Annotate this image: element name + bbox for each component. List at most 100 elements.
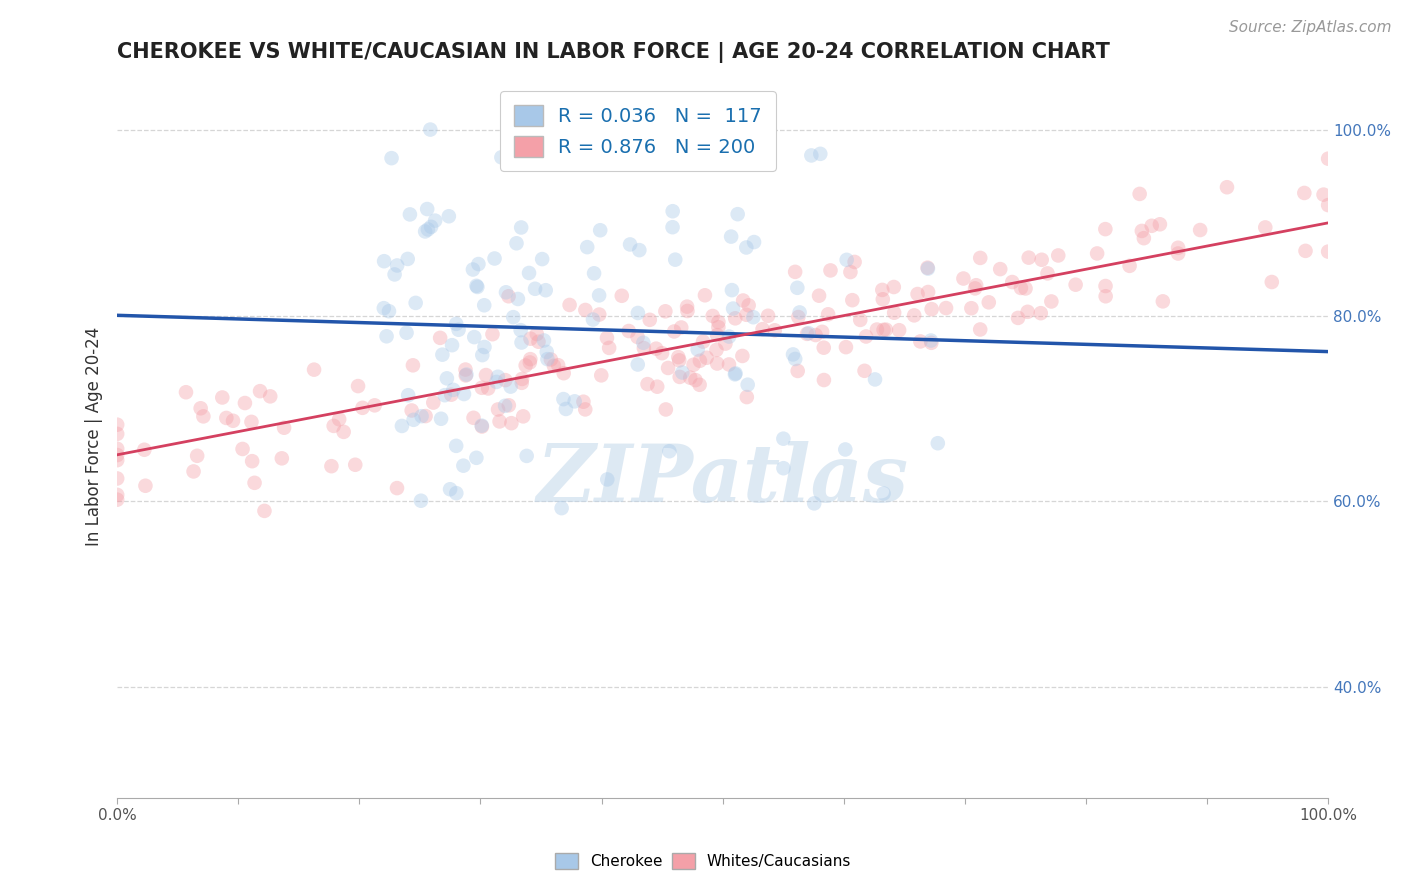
Point: [921, 302, 943, 317]
Point: [1317, 198, 1340, 212]
Point: [437, 209, 460, 223]
Point: [668, 353, 690, 368]
Point: [1040, 294, 1063, 309]
Point: [105, 488, 128, 502]
Point: [420, 219, 443, 234]
Point: [249, 384, 271, 399]
Point: [1010, 281, 1032, 295]
Point: [240, 415, 263, 429]
Point: [186, 449, 208, 463]
Point: [628, 243, 651, 257]
Point: [724, 311, 747, 326]
Point: [661, 220, 683, 235]
Point: [785, 351, 807, 366]
Point: [454, 362, 477, 376]
Point: [1295, 244, 1317, 258]
Point: [440, 387, 463, 401]
Point: [399, 207, 422, 221]
Point: [714, 336, 737, 351]
Point: [1149, 217, 1171, 231]
Point: [679, 370, 702, 384]
Point: [657, 361, 679, 376]
Point: [352, 401, 374, 415]
Point: [411, 409, 433, 424]
Point: [835, 340, 858, 354]
Point: [834, 442, 856, 457]
Point: [405, 296, 427, 310]
Point: [495, 285, 517, 300]
Point: [553, 392, 575, 406]
Point: [977, 295, 1000, 310]
Point: [401, 403, 423, 417]
Point: [498, 398, 520, 412]
Point: [543, 359, 565, 373]
Point: [509, 323, 531, 337]
Point: [253, 504, 276, 518]
Point: [910, 334, 932, 349]
Point: [347, 379, 370, 393]
Point: [471, 381, 494, 395]
Point: [461, 262, 484, 277]
Point: [1129, 186, 1152, 201]
Point: [763, 323, 786, 337]
Point: [1094, 279, 1116, 293]
Point: [1152, 294, 1174, 309]
Point: [430, 411, 453, 425]
Point: [105, 453, 128, 467]
Point: [664, 325, 686, 339]
Point: [572, 394, 595, 409]
Point: [332, 425, 354, 439]
Point: [471, 348, 494, 362]
Point: [682, 358, 704, 372]
Point: [193, 409, 215, 424]
Point: [1130, 224, 1153, 238]
Point: [960, 301, 983, 316]
Point: [502, 310, 524, 325]
Point: [456, 368, 478, 382]
Point: [484, 252, 506, 266]
Point: [416, 202, 439, 216]
Point: [835, 252, 858, 267]
Point: [395, 326, 418, 340]
Point: [519, 352, 541, 367]
Point: [839, 265, 862, 279]
Point: [447, 323, 470, 337]
Point: [965, 278, 987, 293]
Point: [786, 364, 808, 378]
Point: [1133, 231, 1156, 245]
Point: [785, 265, 807, 279]
Point: [598, 341, 620, 355]
Point: [321, 459, 343, 474]
Point: [692, 334, 714, 349]
Point: [627, 306, 650, 320]
Point: [190, 401, 212, 416]
Point: [706, 343, 728, 357]
Point: [486, 369, 509, 384]
Point: [782, 347, 804, 361]
Point: [576, 240, 599, 254]
Point: [527, 334, 550, 349]
Point: [373, 301, 395, 315]
Point: [498, 289, 520, 303]
Point: [429, 331, 451, 345]
Point: [808, 146, 831, 161]
Point: [1294, 186, 1316, 200]
Point: [485, 375, 508, 389]
Point: [363, 398, 385, 412]
Point: [243, 475, 266, 490]
Point: [494, 373, 516, 387]
Point: [1001, 275, 1024, 289]
Point: [988, 262, 1011, 277]
Point: [952, 271, 974, 285]
Point: [396, 388, 419, 402]
Point: [800, 148, 823, 162]
Point: [727, 207, 749, 221]
Point: [920, 334, 942, 348]
Point: [215, 411, 238, 425]
Point: [222, 414, 245, 428]
Point: [1118, 259, 1140, 273]
Point: [174, 385, 197, 400]
Point: [416, 222, 439, 236]
Point: [515, 359, 537, 373]
Point: [841, 293, 863, 308]
